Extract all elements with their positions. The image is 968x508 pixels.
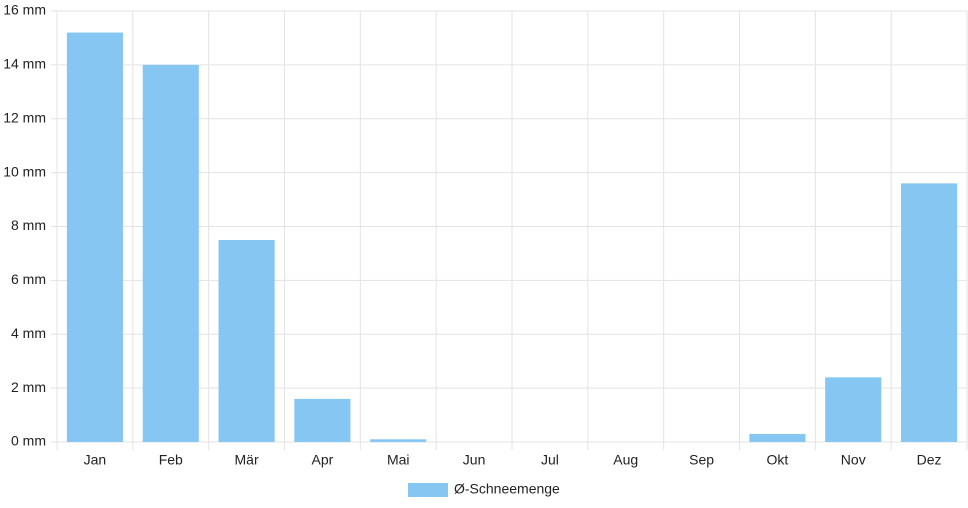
y-tick-label: 6 mm [11,271,46,287]
x-tick-label: Nov [841,452,866,468]
bar [218,239,275,442]
x-tick-label: Dez [917,452,942,468]
legend-swatch [408,483,448,497]
x-tick-label: Mär [235,452,259,468]
bar [142,64,199,442]
legend-label: Ø-Schneemenge [454,481,560,497]
y-tick-label: 10 mm [3,163,46,179]
y-tick-label: 12 mm [3,109,46,125]
x-tick-label: Jul [541,452,559,468]
y-tick-label: 14 mm [3,56,46,72]
bar [749,433,806,442]
y-tick-label: 4 mm [11,325,46,341]
y-tick-label: 0 mm [11,433,46,449]
x-tick-label: Jan [84,452,107,468]
bar [901,183,958,442]
bar [370,439,427,442]
bar [66,32,123,443]
x-tick-label: Mai [387,452,410,468]
x-tick-label: Okt [767,452,789,468]
bar [825,377,882,442]
x-tick-label: Sep [689,452,714,468]
bar [294,398,351,442]
x-tick-label: Apr [312,452,334,468]
x-tick-label: Aug [613,452,638,468]
y-tick-label: 8 mm [11,217,46,233]
x-tick-label: Jun [463,452,486,468]
x-tick-label: Feb [159,452,183,468]
y-tick-label: 2 mm [11,379,46,395]
y-tick-label: 16 mm [3,2,46,18]
